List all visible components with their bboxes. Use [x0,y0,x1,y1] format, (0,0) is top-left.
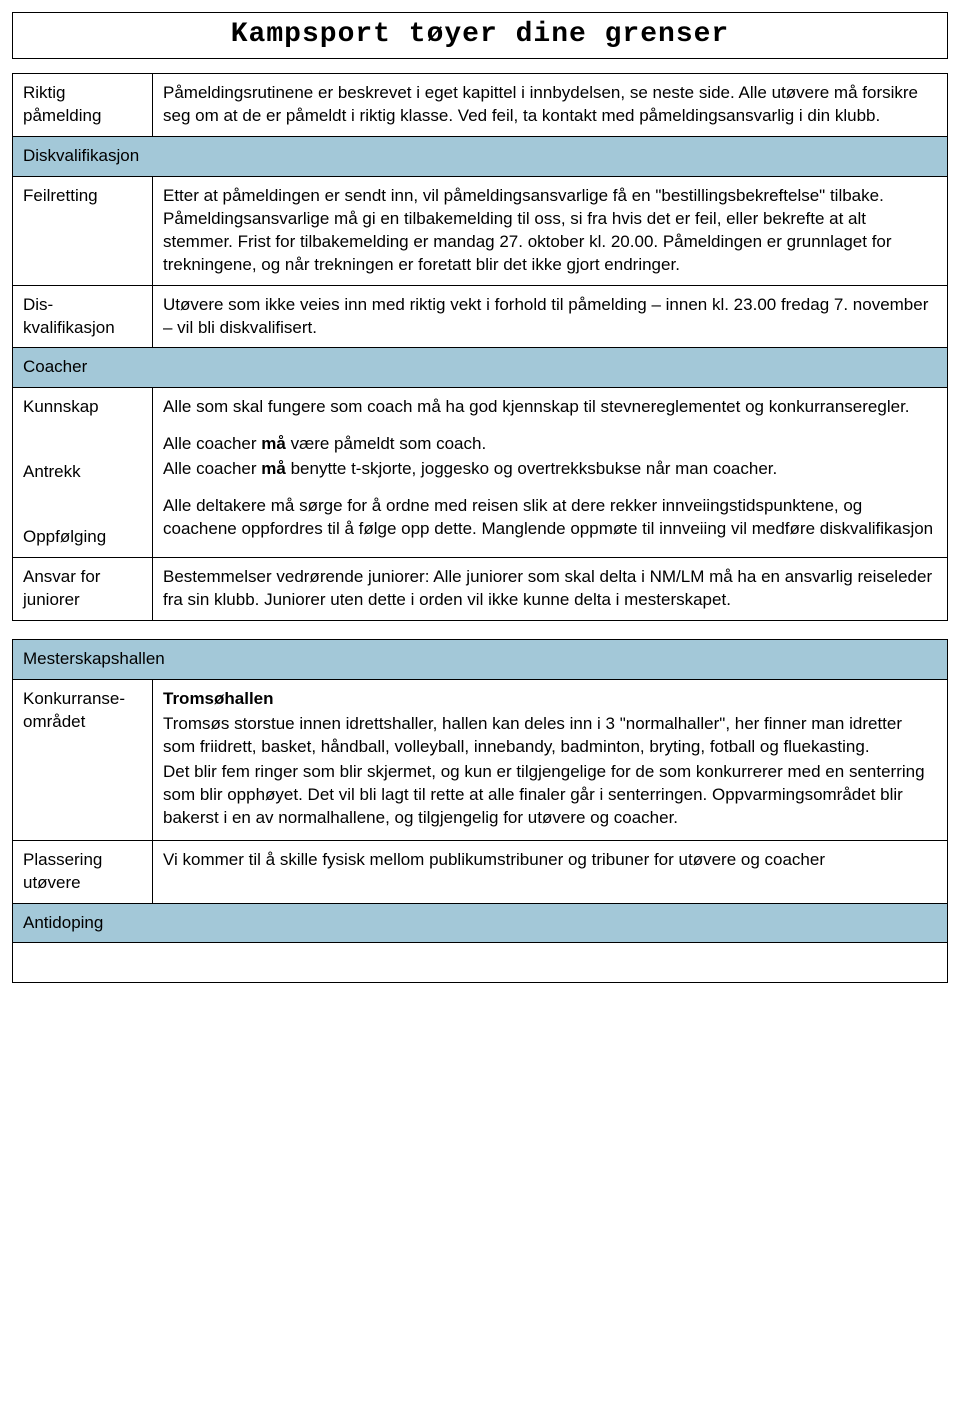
tromsohallen-p1: Tromsøs storstue innen idrettshaller, ha… [163,713,937,759]
text-plassering: Vi kommer til å skille fysisk mellom pub… [153,840,948,903]
row-mesterskapshallen-header: Mesterskapshallen [13,640,948,680]
main-table-1: Riktig påmelding Påmeldingsrutinene er b… [12,73,948,621]
label-riktig-pamelding: Riktig påmelding [13,74,153,137]
section-header-coacher: Coacher [13,348,948,388]
label-line1: Ansvar for [23,567,100,586]
text-konkurranseomradet: Tromsøhallen Tromsøs storstue innen idre… [153,680,948,841]
row-coacher-body: Kunnskap Antrekk Oppfølging Alle som ska… [13,388,948,558]
tromsohallen-p2: Det blir fem ringer som blir skjermet, o… [163,761,937,830]
text-feilretting: Etter at påmeldingen er sendt inn, vil p… [153,176,948,285]
label-oppfolging: Oppfølging [23,527,106,546]
text-riktig-pamelding: Påmeldingsrutinene er beskrevet i eget k… [153,74,948,137]
section-header-mesterskapshallen: Mesterskapshallen [13,640,948,680]
antrekk-l1-suffix: være påmeldt som coach. [286,434,486,453]
antrekk-l2-suffix: benytte t-skjorte, joggesko og overtrekk… [286,459,777,478]
label-ansvar-juniorer: Ansvar for juniorer [13,558,153,621]
tromsohallen-title: Tromsøhallen [163,689,274,708]
row-konkurranseomradet: Konkurranse- området Tromsøhallen Tromsø… [13,680,948,841]
text-diskvalifikasjon: Utøvere som ikke veies inn med riktig ve… [153,285,948,348]
label-line2: kvalifikasjon [23,318,115,337]
row-feilretting: Feilretting Etter at påmeldingen er send… [13,176,948,285]
row-diskvalifikasjon: Dis- kvalifikasjon Utøvere som ikke veie… [13,285,948,348]
label-line1: Plassering [23,850,102,869]
row-ansvar-juniorer: Ansvar for juniorer Bestemmelser vedrøre… [13,558,948,621]
antrekk-l2-bold: må [261,459,286,478]
antidoping-empty-cell [13,943,948,983]
text-ansvar-juniorer: Bestemmelser vedrørende juniorer: Alle j… [153,558,948,621]
label-line1: Konkurranse- [23,689,125,708]
row-plassering: Plassering utøvere Vi kommer til å skill… [13,840,948,903]
row-coacher-header: Coacher [13,348,948,388]
page-title: Kampsport tøyer dine grenser [13,19,947,50]
main-table-2: Mesterskapshallen Konkurranse- området T… [12,639,948,983]
text-oppfolging: Alle deltakere må sørge for å ordne med … [163,495,937,541]
text-antrekk: Alle coacher må være påmeldt som coach. … [163,433,937,481]
label-plassering: Plassering utøvere [13,840,153,903]
label-feilretting: Feilretting [13,176,153,285]
label-line2: påmelding [23,106,101,125]
row-antidoping-empty [13,943,948,983]
row-diskvalifikasjon-header: Diskvalifikasjon [13,136,948,176]
row-riktig-pamelding: Riktig påmelding Påmeldingsrutinene er b… [13,74,948,137]
label-line2: juniorer [23,590,80,609]
title-box: Kampsport tøyer dine grenser [12,12,948,59]
label-line2: utøvere [23,873,81,892]
antrekk-l1-bold: må [261,434,286,453]
section-header-antidoping: Antidoping [13,903,948,943]
text-kunnskap: Alle som skal fungere som coach må ha go… [163,396,937,419]
label-antrekk: Antrekk [23,462,81,481]
antrekk-l1-prefix: Alle coacher [163,434,261,453]
section-header-diskvalifikasjon: Diskvalifikasjon [13,136,948,176]
antrekk-l2-prefix: Alle coacher [163,459,261,478]
row-antidoping-header: Antidoping [13,903,948,943]
label-line1: Riktig [23,83,66,102]
label-kunnskap: Kunnskap [23,397,99,416]
label-konkurranseomradet: Konkurranse- området [13,680,153,841]
label-line1: Dis- [23,295,53,314]
text-coacher-group: Alle som skal fungere som coach må ha go… [153,388,948,558]
label-line2: området [23,712,85,731]
label-diskvalifikasjon: Dis- kvalifikasjon [13,285,153,348]
label-coacher-group: Kunnskap Antrekk Oppfølging [13,388,153,558]
